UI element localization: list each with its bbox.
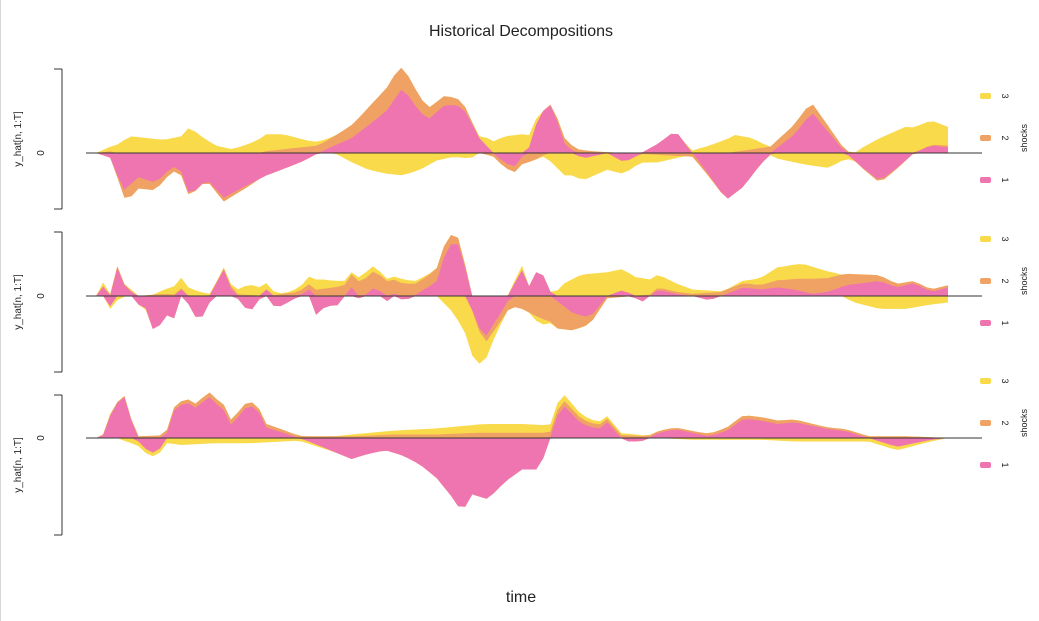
legend-swatch-shock-2 bbox=[980, 278, 991, 284]
legend-swatch-shock-2 bbox=[980, 420, 991, 426]
y-axis-label: y_hat[n, 1:T] bbox=[13, 111, 24, 167]
legend-label-shock-1: 1 bbox=[1000, 462, 1010, 467]
legend-label-shock-2: 2 bbox=[1000, 278, 1010, 283]
panel-3: 0 y_hat[n, 1:T] 3 2 1 shocks bbox=[13, 378, 1029, 536]
legend-label-shock-3: 3 bbox=[1000, 93, 1010, 98]
area-shock-1-pos bbox=[96, 244, 948, 296]
y-tick-label-0: 0 bbox=[36, 150, 47, 156]
legend-swatch-shock-1 bbox=[980, 462, 991, 468]
legend-label-shock-2: 2 bbox=[1000, 135, 1010, 140]
area-shock-1-pos bbox=[96, 397, 948, 438]
legend-label-shock-3: 3 bbox=[1000, 236, 1010, 241]
legend-swatch-shock-3 bbox=[980, 93, 991, 99]
legend-label-shock-3: 3 bbox=[1000, 378, 1010, 383]
y-axis-label: y_hat[n, 1:T] bbox=[13, 274, 24, 330]
area-shock-2-neg bbox=[96, 296, 948, 342]
legend-swatch-shock-3 bbox=[980, 236, 991, 242]
x-axis-label: time bbox=[506, 589, 536, 606]
y-tick-label-0: 0 bbox=[36, 293, 47, 299]
y-tick-label-0: 0 bbox=[36, 435, 47, 441]
legend-label-shock-1: 1 bbox=[1000, 320, 1010, 325]
legend-title: shocks bbox=[1019, 123, 1029, 152]
panel-2: 0 y_hat[n, 1:T] 3 2 1 shocks bbox=[13, 231, 1029, 373]
legend-label-shock-1: 1 bbox=[1000, 177, 1010, 182]
legend-swatch-shock-2 bbox=[980, 135, 991, 141]
area-shock-1-neg bbox=[96, 438, 948, 507]
y-axis-label: y_hat[n, 1:T] bbox=[13, 437, 24, 493]
legend-swatch-shock-1 bbox=[980, 320, 991, 326]
panels-group: 0 y_hat[n, 1:T] 3 2 1 shocks 0 y_hat[n, 1:T] 3 2 1… bbox=[13, 67, 1029, 536]
legend-label-shock-2: 2 bbox=[1000, 420, 1010, 425]
area-shock-3-neg bbox=[96, 296, 948, 364]
legend-swatch-shock-3 bbox=[980, 378, 991, 384]
area-shock-3-pos bbox=[96, 235, 948, 296]
legend-title: shocks bbox=[1019, 408, 1029, 437]
area-shock-1-neg bbox=[96, 153, 948, 199]
legend-title: shocks bbox=[1019, 266, 1029, 295]
area-shock-3-pos bbox=[96, 67, 948, 153]
legend-swatch-shock-1 bbox=[980, 177, 991, 183]
panel-1: 0 y_hat[n, 1:T] 3 2 1 shocks bbox=[13, 67, 1029, 210]
chart-title: Historical Decompositions bbox=[429, 23, 613, 40]
